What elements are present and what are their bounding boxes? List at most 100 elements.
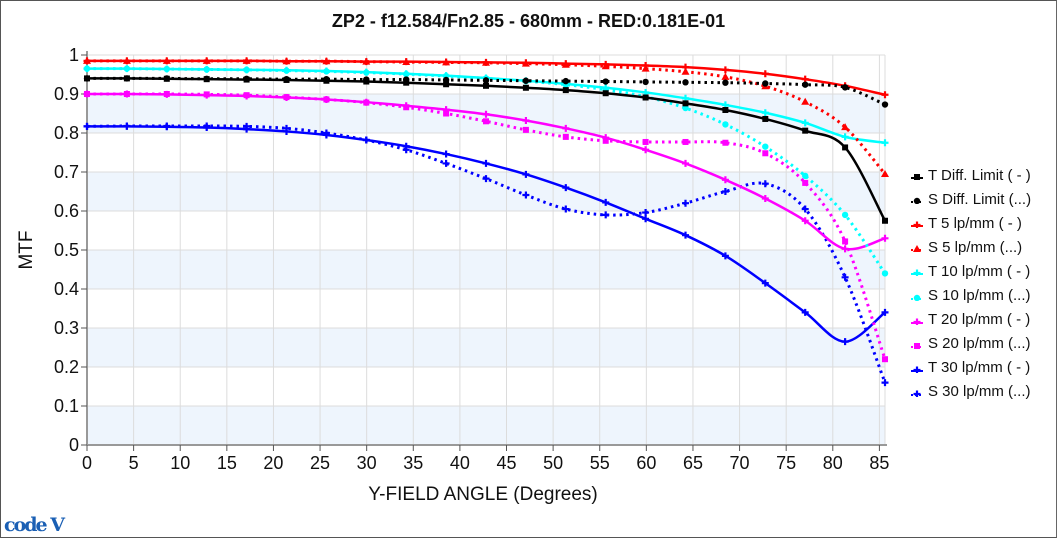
data-point [761,70,769,78]
data-point [762,115,769,122]
y-tick-label: 0.4 [54,279,79,299]
data-point [522,191,530,199]
axes [81,51,887,451]
data-point [362,58,370,66]
data-point [642,78,649,86]
legend-marker [914,174,920,181]
data-point [402,58,410,66]
data-point [682,79,689,86]
data-point [722,106,729,113]
x-tick-label: 70 [730,453,750,473]
data-point [802,81,809,88]
series-0 [84,75,888,224]
data-point [403,79,410,86]
x-tick-label: 35 [403,453,423,473]
data-point [362,98,370,106]
legend-item: T 5 lp/mm ( - ) [909,211,1031,235]
x-tick-label: 50 [543,453,563,473]
series-2 [83,57,889,99]
data-point [841,245,849,253]
data-point [163,123,171,131]
data-point [841,338,849,346]
data-point [562,87,569,94]
data-point [722,121,729,128]
data-point [842,144,849,151]
data-point [881,270,889,277]
data-point [722,139,729,146]
data-point [522,170,530,178]
x-tick-label: 25 [310,453,330,473]
data-point [84,75,90,82]
data-point [283,127,290,135]
data-point [881,308,889,316]
data-point [483,118,489,125]
data-point [562,133,569,140]
legend-label: S Diff. Limit (...) [928,190,1032,208]
y-tick-label: 0.8 [54,123,79,143]
data-point [442,150,450,158]
data-point [522,59,530,67]
data-point [123,75,130,82]
chart-title: ZP2 - f12.584/Fn2.85 - 680mm - RED:0.181… [331,11,726,31]
data-point [882,217,888,224]
data-point [123,90,131,98]
data-point [682,199,689,207]
x-tick-label: 55 [590,453,610,473]
data-point [562,205,570,213]
data-point [642,138,649,145]
y-tick-label: 0.3 [54,318,79,338]
data-point [123,65,131,73]
data-point [881,234,889,242]
legend-marker [913,269,921,277]
legend-label: T 20 lp/mm ( - ) [928,311,1031,329]
data-point [881,379,889,387]
data-point [322,95,330,103]
data-point [443,81,450,88]
data-point [762,143,769,150]
y-tick-label: 0.5 [54,240,79,260]
x-tick-label: 65 [683,453,703,473]
data-point [482,159,490,167]
data-point [801,205,809,213]
data-point [203,91,211,99]
legend-swatch [911,197,923,205]
data-point [283,76,290,83]
data-point [761,279,769,287]
data-point [682,138,689,145]
band [87,406,885,445]
legend-label: S 20 lp/mm (...) [928,335,1031,353]
data-point [721,66,729,74]
x-tick-label: 75 [776,453,796,473]
data-point [761,109,769,117]
data-point [283,57,290,65]
series-line [86,125,886,343]
data-point [682,159,689,167]
data-point [762,150,769,157]
data-point [323,77,330,84]
data-point [642,215,650,223]
data-point [322,67,330,75]
data-point [642,209,650,217]
x-tick-label: 10 [170,453,190,473]
data-point [682,231,689,239]
legend-swatch [911,390,923,397]
data-point [442,159,450,167]
data-point [682,63,689,71]
data-point [602,134,610,142]
y-tick-label: 0.6 [54,201,79,221]
data-point [203,57,211,65]
data-point [881,101,889,108]
x-tick-label: 0 [82,453,92,473]
x-tick-label: 40 [450,453,470,473]
data-point [163,90,171,98]
data-point [362,136,370,144]
data-point [562,184,570,192]
codev-logo: code V [4,514,65,536]
legend: T Diff. Limit ( - ) S Diff. Limit (...) T … [909,163,1031,404]
data-point [721,176,729,184]
data-point [402,70,410,78]
legend-label: S 5 lp/mm (...) [928,238,1023,256]
data-point [562,77,569,85]
legend-marker [913,318,921,325]
